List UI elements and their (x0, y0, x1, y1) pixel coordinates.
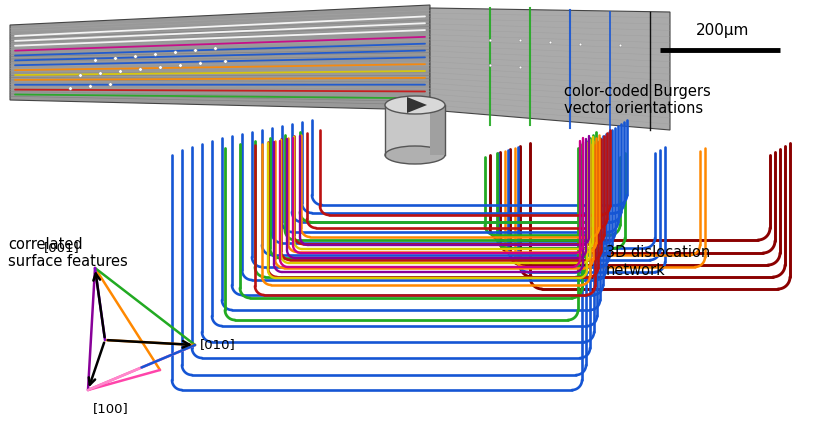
Polygon shape (430, 8, 670, 130)
Ellipse shape (385, 96, 445, 114)
Text: 200μm: 200μm (696, 23, 749, 38)
Bar (430, 105, 445, 155)
Text: 3D dislocation
network: 3D dislocation network (606, 245, 710, 278)
Bar (385, 105, 445, 155)
Text: [010]: [010] (200, 338, 236, 351)
Ellipse shape (385, 146, 445, 164)
Text: [001]: [001] (44, 241, 80, 254)
Text: [100]: [100] (93, 402, 129, 415)
Polygon shape (10, 5, 430, 110)
Text: correlated
surface features: correlated surface features (8, 237, 128, 269)
Polygon shape (407, 97, 427, 113)
Text: color-coded Burgers
vector orientations: color-coded Burgers vector orientations (564, 84, 711, 116)
